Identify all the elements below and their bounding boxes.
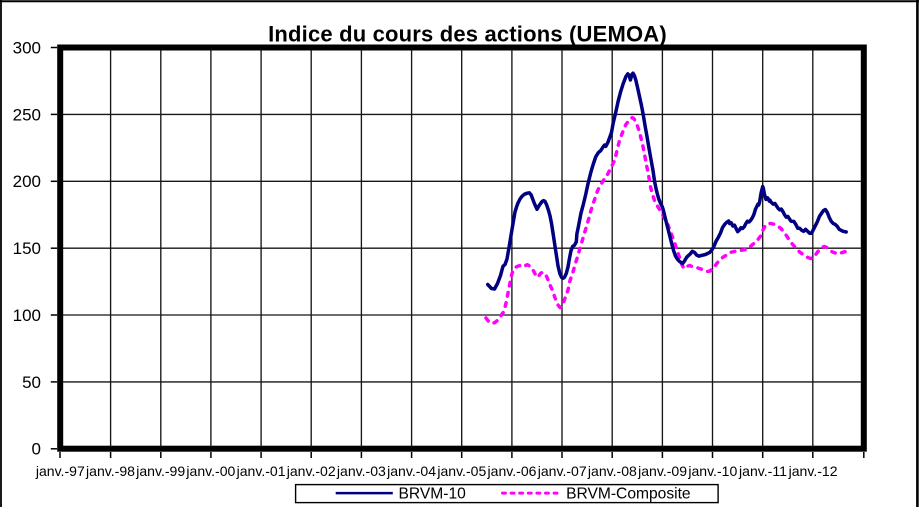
svg-text:janv.-11: janv.-11 (738, 463, 787, 479)
svg-text:janv.-04: janv.-04 (386, 463, 436, 479)
svg-text:janv.-10: janv.-10 (687, 463, 737, 479)
svg-text:janv.-09: janv.-09 (637, 463, 687, 479)
svg-text:janv.-08: janv.-08 (587, 463, 637, 479)
svg-text:150: 150 (13, 239, 41, 258)
svg-text:janv.-03: janv.-03 (336, 463, 386, 479)
svg-text:BRVM-10: BRVM-10 (399, 485, 467, 502)
svg-text:BRVM-Composite: BRVM-Composite (566, 485, 691, 502)
svg-text:200: 200 (13, 172, 41, 191)
svg-text:janv.-99: janv.-99 (135, 463, 185, 479)
svg-text:100: 100 (13, 306, 41, 325)
svg-text:250: 250 (13, 105, 41, 124)
svg-text:janv.-97: janv.-97 (35, 463, 85, 479)
svg-text:janv.-07: janv.-07 (537, 463, 587, 479)
svg-text:janv.-05: janv.-05 (436, 463, 486, 479)
svg-text:janv.-00: janv.-00 (185, 463, 235, 479)
svg-text:janv.-98: janv.-98 (85, 463, 135, 479)
svg-text:janv.-02: janv.-02 (286, 463, 336, 479)
svg-text:janv.-01: janv.-01 (236, 463, 286, 479)
svg-text:50: 50 (22, 373, 41, 392)
svg-text:Indice du cours des actions (: Indice du cours des actions (UEMOA) (268, 21, 667, 46)
svg-text:janv.-12: janv.-12 (788, 463, 838, 479)
svg-text:janv.-06: janv.-06 (487, 463, 537, 479)
svg-text:300: 300 (13, 38, 41, 57)
svg-text:0: 0 (32, 440, 41, 459)
